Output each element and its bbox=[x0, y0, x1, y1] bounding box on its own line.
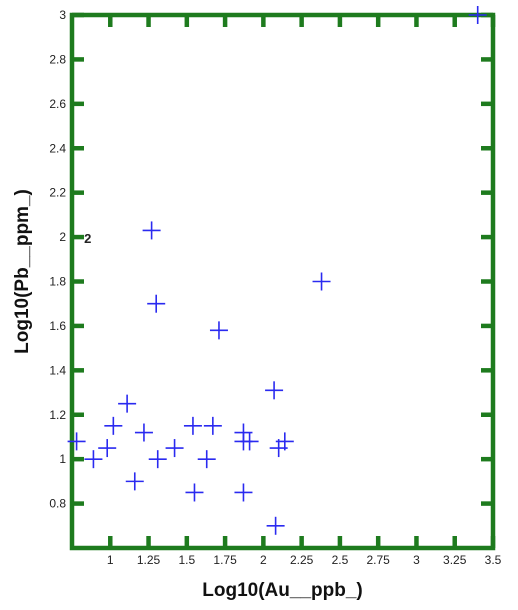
data-markers bbox=[67, 6, 487, 535]
data-point bbox=[148, 450, 167, 469]
data-point bbox=[142, 221, 161, 240]
data-point bbox=[203, 416, 222, 435]
plot-annotation: 2 bbox=[84, 231, 91, 246]
data-point bbox=[312, 272, 331, 291]
y-tick-label: 1 bbox=[59, 452, 66, 466]
data-point bbox=[67, 432, 86, 451]
data-point bbox=[104, 416, 123, 435]
x-axis-title: Log10(Au__ppb_) bbox=[202, 580, 362, 601]
data-point bbox=[183, 416, 202, 435]
data-point bbox=[84, 450, 103, 469]
y-tick-label: 2.6 bbox=[49, 97, 66, 111]
y-tick-label: 3 bbox=[59, 8, 66, 22]
y-axis-title: Log10(Pb__ppm_) bbox=[12, 189, 33, 354]
y-tick-label: 1.6 bbox=[49, 319, 66, 333]
plot-frame bbox=[69, 12, 496, 551]
data-point bbox=[165, 439, 184, 458]
x-tick-label: 3.5 bbox=[485, 553, 502, 567]
y-tick-label: 1.2 bbox=[49, 408, 66, 422]
data-point bbox=[266, 516, 285, 535]
data-point bbox=[275, 432, 294, 451]
frame-ticks bbox=[72, 12, 496, 548]
y-tick-label: 2.4 bbox=[49, 141, 66, 155]
y-tick-label: 2.2 bbox=[49, 186, 66, 200]
y-tick-label: 0.8 bbox=[49, 497, 66, 511]
y-tick-label: 1.8 bbox=[49, 275, 66, 289]
data-point bbox=[468, 6, 487, 24]
data-point bbox=[147, 294, 166, 313]
data-point bbox=[240, 432, 259, 451]
x-tick-label: 3 bbox=[413, 553, 420, 567]
data-point bbox=[185, 483, 204, 502]
x-tick-label: 1.25 bbox=[137, 553, 161, 567]
data-point bbox=[125, 472, 144, 491]
data-point bbox=[98, 439, 117, 458]
x-tick-label: 2.25 bbox=[290, 553, 314, 567]
data-point bbox=[197, 450, 216, 469]
data-point bbox=[265, 381, 284, 400]
data-point bbox=[118, 394, 137, 413]
x-tick-label: 1.5 bbox=[178, 553, 195, 567]
x-tick-label: 1 bbox=[107, 553, 114, 567]
x-tick-labels: 1 1.25 1.5 1.75 2 2.25 2.5 2.75 3 3.25 3.5 bbox=[107, 553, 502, 567]
data-point bbox=[134, 423, 153, 442]
data-point bbox=[234, 483, 253, 502]
y-tick-label: 2 bbox=[59, 230, 66, 244]
y-tick-label: 2.8 bbox=[49, 52, 66, 66]
data-point bbox=[209, 321, 228, 340]
x-tick-label: 1.75 bbox=[213, 553, 237, 567]
x-tick-label: 2.75 bbox=[367, 553, 391, 567]
x-tick-label: 3.25 bbox=[443, 553, 467, 567]
x-tick-label: 2 bbox=[260, 553, 267, 567]
y-tick-labels: 0.8 1 1.2 1.4 1.6 1.8 2 2.2 2.4 2.6 2.8 3 bbox=[49, 8, 66, 511]
y-tick-label: 1.4 bbox=[49, 363, 66, 377]
x-tick-label: 2.5 bbox=[332, 553, 349, 567]
